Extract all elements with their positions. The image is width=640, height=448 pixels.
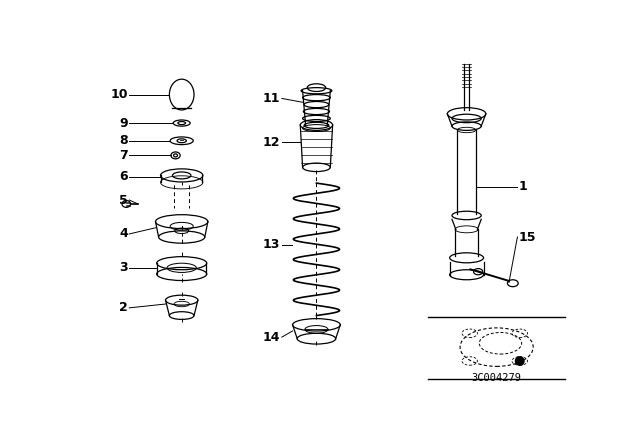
Text: 12: 12 [263,136,280,149]
Text: 7: 7 [119,149,128,162]
Text: 4: 4 [119,228,128,241]
Circle shape [515,357,524,365]
Text: 11: 11 [263,92,280,105]
Text: 14: 14 [263,331,280,344]
Text: 8: 8 [119,134,128,147]
Text: 3: 3 [119,261,128,274]
Text: 15: 15 [519,231,536,244]
Text: 13: 13 [263,238,280,251]
Text: 1: 1 [519,181,528,194]
Text: 5: 5 [119,194,128,207]
Text: 3C004279: 3C004279 [472,373,522,383]
Text: 10: 10 [110,88,128,101]
Text: 2: 2 [119,302,128,314]
Text: 6: 6 [119,170,128,184]
Text: 9: 9 [119,116,128,129]
